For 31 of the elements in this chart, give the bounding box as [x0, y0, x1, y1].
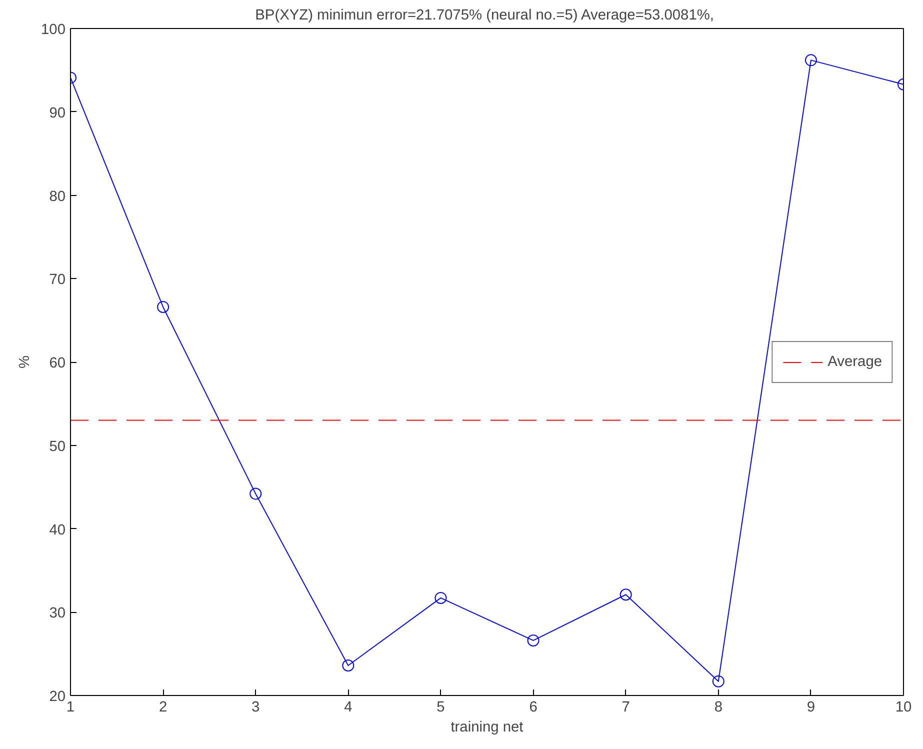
point: [527, 634, 540, 646]
x-tick-label: 9: [806, 700, 816, 716]
x-tick-label: 6: [529, 700, 538, 716]
chart-title: BP(XYZ) minimun error=21.7075% (neural no.=5) Average=53.0081%,: [255, 8, 714, 24]
point: [620, 588, 632, 601]
y-tick-label: 80: [49, 188, 66, 205]
x-tick-label: 5: [436, 700, 445, 716]
y-tick-label: 30: [49, 606, 66, 622]
y-tick-label: 70: [49, 272, 66, 288]
y-tick-label: 40: [49, 522, 66, 538]
x-tick-label: 3: [252, 700, 260, 716]
y-tick-label: 90: [49, 105, 66, 122]
point: [804, 54, 817, 66]
x-tick-label: 10: [895, 700, 912, 716]
y-tick-label: 100: [41, 22, 66, 38]
point: [250, 488, 262, 500]
y-tick-label: 60: [49, 356, 66, 372]
x-tick-label: 8: [714, 700, 722, 716]
x-tick-label: 1: [66, 700, 75, 716]
x-axis-title: training net: [450, 720, 524, 736]
legend-label: Average: [828, 354, 882, 370]
point: [157, 300, 170, 313]
point: [342, 659, 354, 672]
point: [434, 592, 447, 604]
x-tick-label: 4: [344, 700, 352, 716]
y-tick-label: 50: [49, 438, 66, 455]
y-axis-title: %: [17, 355, 34, 369]
x-tick-label: 2: [158, 700, 168, 716]
y-tick-label: 20: [49, 689, 66, 705]
x-tick-label: 7: [622, 700, 630, 716]
point: [712, 675, 724, 688]
